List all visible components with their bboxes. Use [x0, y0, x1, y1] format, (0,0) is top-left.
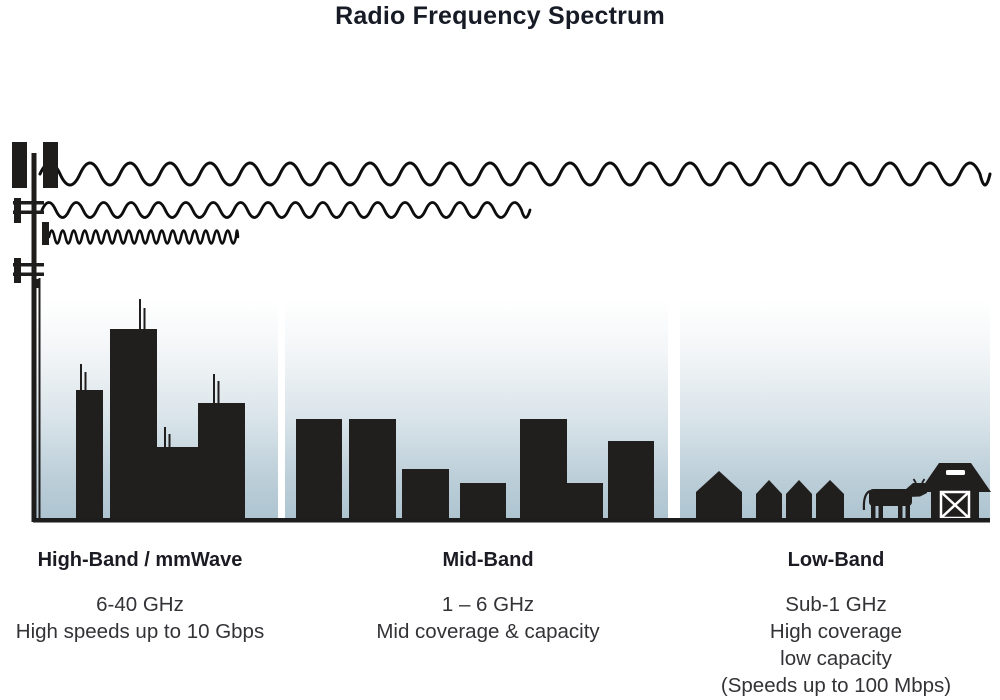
high-band-label: High-Band / mmWave — [37, 549, 243, 571]
cell-tower-icon — [12, 142, 58, 522]
mid-band-description: Mid coverage & capacity — [376, 620, 600, 643]
house-icon — [756, 480, 782, 520]
spectrum-illustration — [12, 142, 992, 523]
house-icon — [816, 480, 844, 520]
high-band-frequency: 6-40 GHz — [96, 593, 184, 616]
low-band-frequency: Sub-1 GHz — [785, 593, 887, 616]
low-band-label: Low-Band — [787, 549, 885, 571]
cow-icon — [862, 478, 927, 518]
mid-buildings-icon — [296, 419, 654, 520]
house-icon — [786, 480, 812, 520]
low-band-wave — [38, 161, 992, 187]
mid-band-wave — [40, 201, 532, 219]
mid-band-caption: Mid-Band 1 – 6 GHz Mid coverage & capaci… — [363, 549, 613, 645]
rural-scene — [696, 463, 991, 520]
low-band-speed: (Speeds up to 100 Mbps) — [720, 674, 952, 697]
high-band-caption: High-Band / mmWave 6-40 GHz High speeds … — [15, 549, 265, 645]
barn-icon — [919, 463, 991, 520]
page-title: Radio Frequency Spectrum — [335, 2, 665, 30]
low-band-description: low capacity — [780, 647, 892, 670]
ground-line — [33, 518, 990, 523]
antenna-spikes-icon — [80, 299, 220, 447]
mid-band-label: Mid-Band — [442, 549, 534, 571]
high-band-description: High speeds up to 10 Gbps — [15, 620, 265, 643]
city-skyline-icon — [76, 299, 245, 520]
house-icon — [696, 471, 742, 520]
high-band-wave — [47, 229, 240, 245]
low-band-caption: Low-Band Sub-1 GHz High coverage low cap… — [711, 549, 961, 699]
mid-band-frequency: 1 – 6 GHz — [441, 593, 535, 616]
low-band-description: High coverage — [769, 620, 903, 643]
